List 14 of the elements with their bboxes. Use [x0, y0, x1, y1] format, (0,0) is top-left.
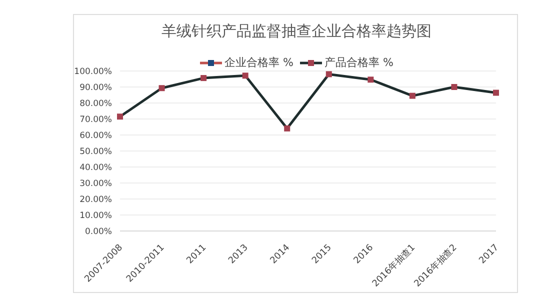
- chart-title: 羊绒针织产品监督抽查企业合格率趋势图: [160, 22, 432, 41]
- y-tick-label: 90.00%: [80, 83, 112, 94]
- legend-label: 产品合格率 %: [324, 55, 394, 70]
- y-tick-label: 20.00%: [80, 195, 112, 206]
- y-tick-label: 10.00%: [80, 211, 112, 222]
- y-tick-label: 80.00%: [80, 99, 112, 110]
- y-tick-label: 30.00%: [80, 179, 112, 190]
- y-tick-label: 70.00%: [80, 115, 112, 126]
- y-tick-label: 0.00%: [84, 227, 112, 238]
- y-tick-label: 50.00%: [80, 147, 112, 158]
- y-tick-label: 60.00%: [80, 131, 112, 142]
- legend-label: 企业合格率 %: [224, 55, 294, 70]
- y-tick-label: 100.00%: [74, 67, 112, 78]
- y-tick-label: 40.00%: [80, 163, 112, 174]
